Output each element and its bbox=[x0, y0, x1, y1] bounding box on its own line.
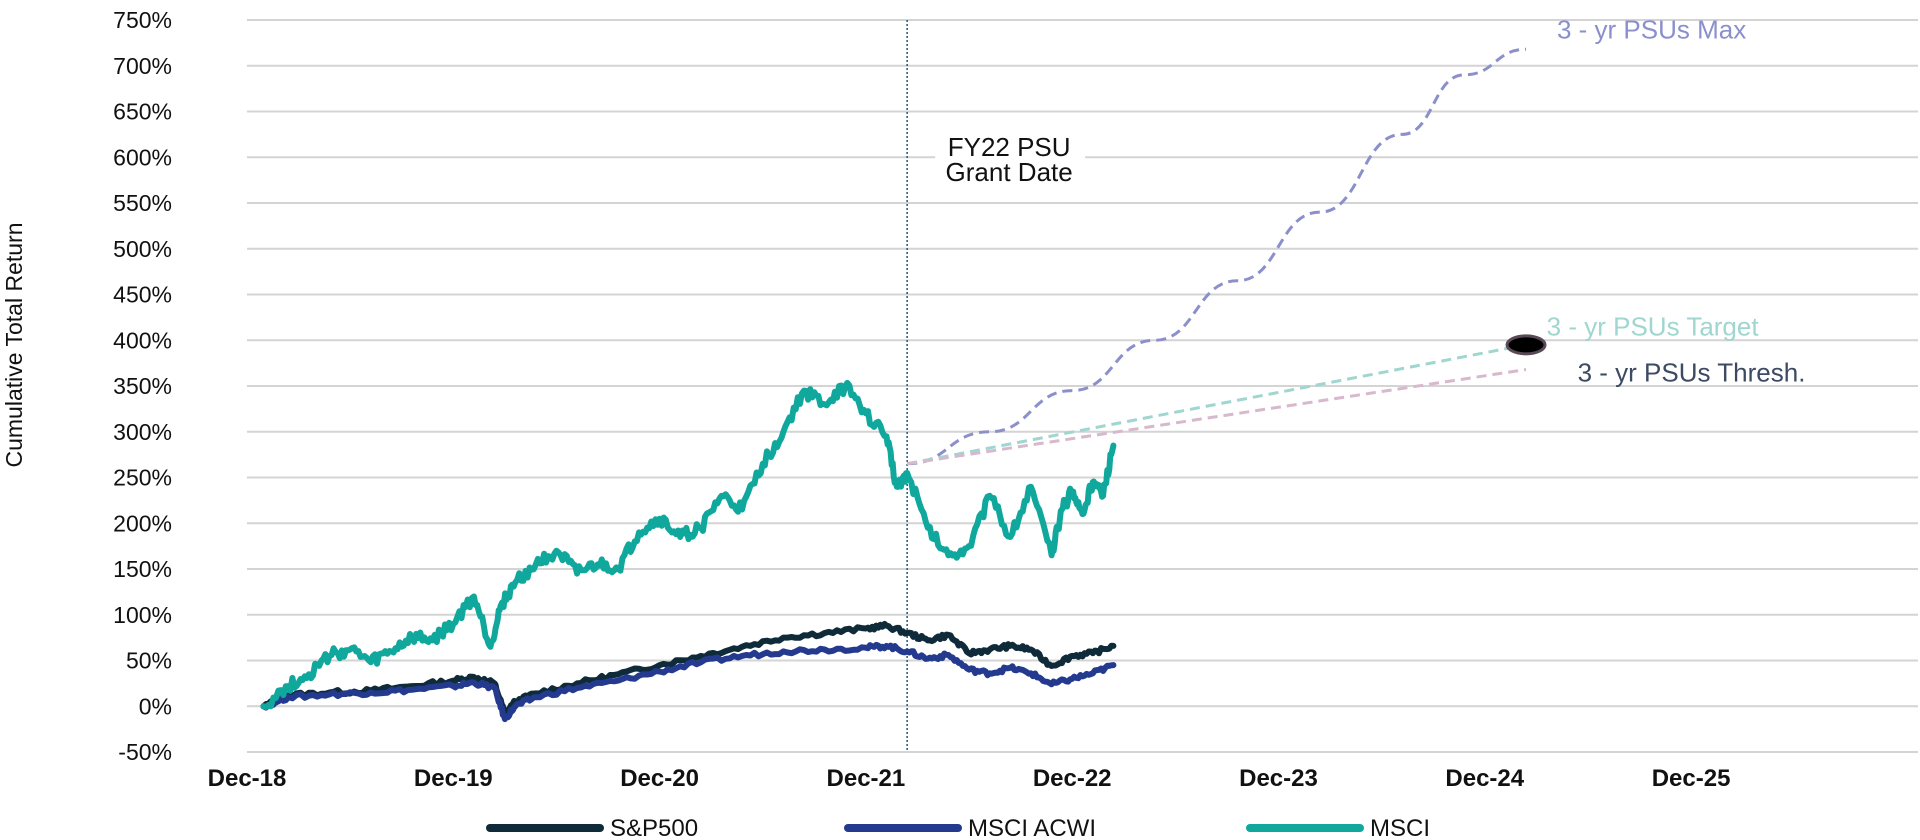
legend-label: MSCI ACWI bbox=[968, 815, 1096, 840]
y-tick-label: 350% bbox=[113, 373, 172, 399]
grant-date-label-bg bbox=[935, 130, 1086, 182]
label-3-yr-psus-max: 3 - yr PSUs Max bbox=[1557, 14, 1746, 44]
y-tick-label: 150% bbox=[113, 556, 172, 582]
series-line-msci bbox=[260, 379, 1117, 710]
legend-label: MSCI bbox=[1370, 815, 1430, 840]
y-tick-label: 50% bbox=[126, 648, 172, 674]
projection-lines bbox=[906, 47, 1547, 466]
y-axis-label: Cumulative Total Return bbox=[1, 222, 27, 467]
legend-item-msci: MSCI bbox=[1246, 815, 1430, 840]
legend-item-sandp500: S&P500 bbox=[486, 815, 698, 840]
x-tick-label: Dec-22 bbox=[1033, 765, 1112, 792]
series-line-msci-acwi bbox=[260, 641, 1117, 723]
series-line-sandp500 bbox=[260, 620, 1117, 717]
y-tick-label: 550% bbox=[113, 190, 172, 216]
x-axis: Dec-18 Dec-19 Dec-20 Dec-21 Dec-22 Dec-23 Dec-… bbox=[208, 765, 1731, 792]
grant-date-label: FY22 PSU bbox=[948, 132, 1071, 162]
y-tick-label: -50% bbox=[118, 739, 172, 765]
grant-date-label: Grant Date bbox=[946, 157, 1073, 187]
projection-3-yr-psus-target bbox=[906, 343, 1527, 466]
x-tick-label: Dec-24 bbox=[1445, 765, 1524, 792]
x-tick-label: Dec-19 bbox=[414, 765, 493, 792]
y-tick-label: 100% bbox=[113, 602, 172, 628]
y-tick-label: 600% bbox=[113, 144, 172, 170]
x-tick-label: Dec-25 bbox=[1652, 765, 1731, 792]
series-lines bbox=[260, 379, 1117, 723]
y-tick-label: 400% bbox=[113, 327, 172, 353]
y-tick-label: 250% bbox=[113, 465, 172, 491]
projection-labels: 3 - yr PSUs Max 3 - yr PSUs Target 3 - yr … bbox=[1547, 14, 1806, 387]
x-tick-label: Dec-18 bbox=[208, 765, 287, 792]
y-tick-label: 0% bbox=[139, 693, 172, 719]
projection-3-yr-psus-thresh bbox=[906, 368, 1527, 466]
projection-3-yr-psus-max bbox=[907, 47, 1527, 466]
x-tick-label: Dec-20 bbox=[620, 765, 699, 792]
legend: S&P500 MSCI ACWI MSCI bbox=[486, 815, 1430, 840]
y-tick-label: 750% bbox=[113, 7, 172, 33]
y-tick-label: 200% bbox=[113, 510, 172, 536]
y-tick-label: 500% bbox=[113, 236, 172, 262]
legend-label: S&P500 bbox=[610, 815, 698, 840]
y-tick-label: 450% bbox=[113, 282, 172, 308]
y-axis: -50% 0% 50% 100% 150% 200% 250% 300% 350% 400% 450… bbox=[113, 7, 172, 765]
target-marker bbox=[1505, 334, 1547, 356]
y-tick-label: 300% bbox=[113, 419, 172, 445]
y-tick-label: 650% bbox=[113, 99, 172, 125]
label-3-yr-psus-thresh: 3 - yr PSUs Thresh. bbox=[1578, 357, 1806, 387]
label-3-yr-psus-target: 3 - yr PSUs Target bbox=[1547, 312, 1760, 342]
legend-item-msci-acwi: MSCI ACWI bbox=[844, 815, 1096, 840]
x-tick-label: Dec-23 bbox=[1239, 765, 1318, 792]
y-tick-label: 700% bbox=[113, 53, 172, 79]
x-tick-label: Dec-21 bbox=[827, 765, 906, 792]
